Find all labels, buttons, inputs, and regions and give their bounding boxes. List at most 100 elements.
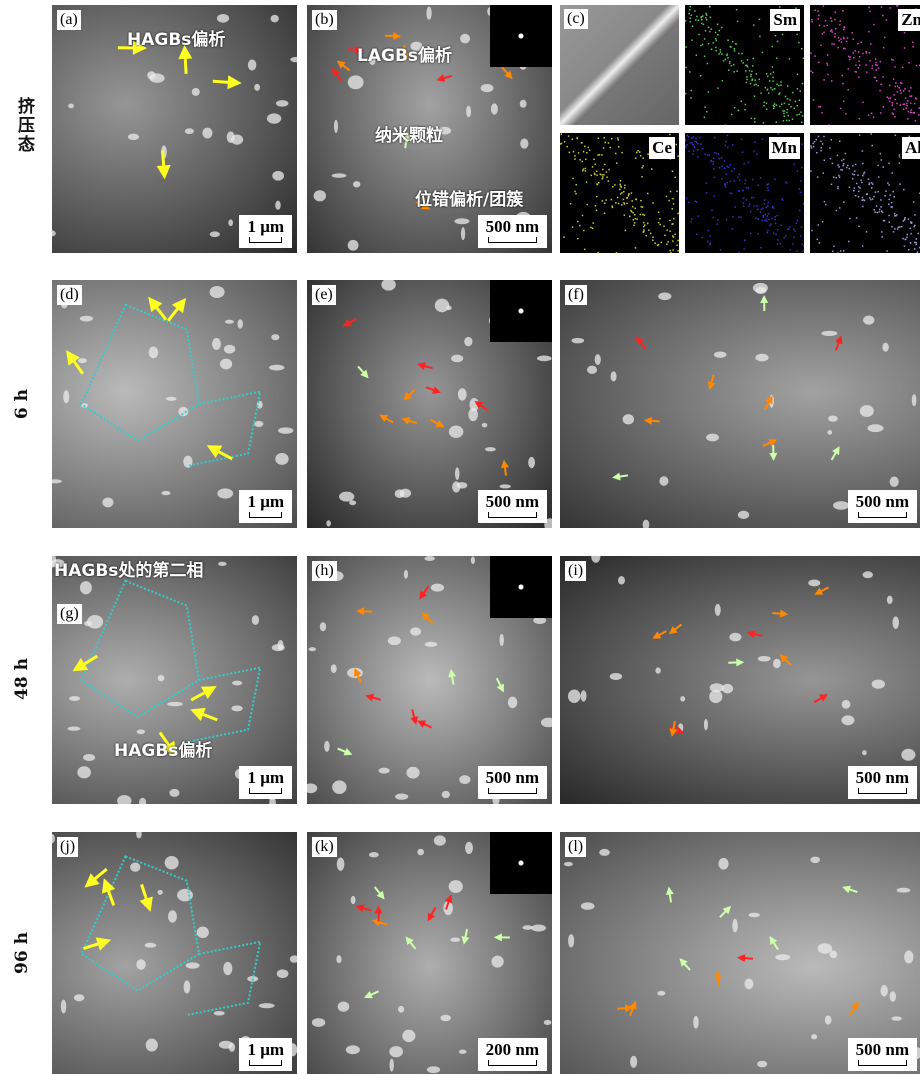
dot — [716, 40, 718, 42]
dot — [764, 199, 766, 201]
dot — [869, 197, 871, 199]
particle — [83, 754, 95, 761]
dot — [708, 154, 710, 156]
particle — [595, 354, 601, 365]
dot — [871, 187, 873, 189]
arrow-head — [375, 905, 383, 913]
particle — [862, 750, 867, 755]
dot — [839, 141, 841, 143]
particle — [434, 835, 446, 845]
panel-label: (b) — [312, 10, 337, 30]
dot — [585, 168, 587, 170]
dot — [776, 121, 778, 123]
dot — [831, 80, 833, 82]
dot — [733, 180, 735, 182]
dot — [857, 43, 859, 45]
scale-bar-label: 1 μm — [247, 1040, 284, 1060]
dot — [723, 60, 725, 62]
dot — [729, 61, 731, 63]
dot — [819, 242, 821, 244]
particle — [427, 1066, 440, 1073]
dot — [659, 218, 661, 220]
dot — [690, 142, 692, 144]
dot — [574, 158, 576, 160]
dot — [864, 200, 866, 202]
dot — [689, 71, 691, 73]
particle — [571, 338, 584, 344]
particle — [137, 729, 145, 734]
dot — [734, 206, 736, 208]
dot — [812, 72, 814, 74]
scale-bar: 1 μm — [239, 766, 292, 799]
dot — [769, 80, 771, 82]
dot — [753, 197, 755, 199]
dot — [893, 231, 895, 233]
scale-bar-line — [858, 512, 907, 518]
dot — [847, 165, 849, 167]
dot — [602, 176, 604, 178]
dot — [848, 56, 850, 58]
dot — [669, 250, 671, 252]
dot — [800, 111, 802, 113]
dot — [740, 217, 742, 219]
dot — [785, 235, 787, 237]
dot — [892, 104, 894, 106]
dot — [632, 212, 634, 214]
dot — [876, 65, 878, 67]
dot — [709, 242, 711, 244]
dot — [645, 235, 647, 237]
particle — [290, 57, 297, 62]
dot — [635, 208, 637, 210]
dot — [574, 155, 576, 157]
dot — [801, 167, 803, 169]
dot — [669, 220, 671, 222]
particle — [331, 664, 337, 673]
particle — [184, 980, 191, 993]
scale-bar: 500 nm — [478, 490, 547, 523]
scale-bar-label: 500 nm — [486, 217, 539, 237]
dot — [891, 172, 893, 174]
scale-bar-label: 500 nm — [856, 1040, 909, 1060]
dot — [642, 214, 644, 216]
dot — [818, 18, 820, 20]
dot — [702, 148, 704, 150]
dot — [757, 184, 759, 186]
dot — [708, 91, 710, 93]
dot — [626, 203, 628, 205]
dot — [777, 215, 779, 217]
dot — [827, 64, 829, 66]
dot — [905, 238, 907, 240]
particle — [842, 700, 851, 709]
dot — [818, 106, 820, 108]
dot — [674, 177, 676, 179]
dot — [569, 152, 571, 154]
dot — [689, 9, 691, 11]
dot — [698, 34, 700, 36]
dot — [594, 164, 596, 166]
dot — [765, 207, 767, 209]
particle — [471, 557, 475, 565]
dot — [750, 74, 752, 76]
arrow-head — [494, 933, 502, 941]
dot — [796, 105, 798, 107]
dot — [691, 142, 693, 144]
dot — [762, 138, 764, 140]
particle — [339, 492, 354, 502]
dot — [891, 202, 893, 204]
dot — [761, 220, 763, 222]
dot — [635, 247, 637, 249]
dot — [800, 235, 802, 237]
dot — [897, 85, 899, 87]
dot — [732, 228, 734, 230]
dot — [891, 226, 893, 228]
dot — [734, 50, 736, 52]
dot — [872, 183, 874, 185]
dot — [725, 141, 727, 143]
dot — [773, 233, 775, 235]
dot — [712, 163, 714, 165]
dot — [603, 137, 605, 139]
dot — [688, 201, 690, 203]
dot — [859, 134, 861, 136]
diffraction-inset — [490, 280, 552, 342]
dot — [717, 219, 719, 221]
